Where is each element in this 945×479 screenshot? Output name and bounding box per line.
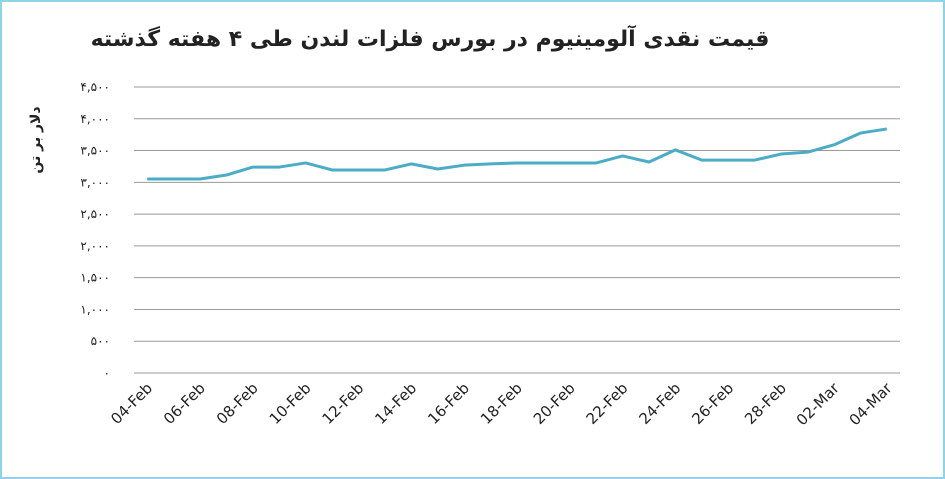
y-tick-label: ۲,۵۰۰	[80, 207, 110, 221]
y-tick-label: ۳,۵۰۰	[80, 144, 110, 158]
y-tick-label: ۰	[104, 366, 110, 380]
y-tick-label: ۱,۵۰۰	[80, 271, 110, 285]
chart-title: قیمت نقدی آلومینیوم در بورس فلزات لندن ط…	[91, 24, 770, 52]
y-tick-label: ۴,۵۰۰	[80, 80, 110, 94]
y-tick-label: ۳,۰۰۰	[80, 175, 110, 189]
y-tick-label: ۱,۰۰۰	[80, 302, 110, 316]
y-axis-title: دلار بر تن	[28, 106, 44, 173]
y-tick-label: ۲,۰۰۰	[80, 239, 110, 253]
y-tick-label: ۵۰۰	[91, 334, 110, 348]
y-tick-label: ۴,۰۰۰	[80, 112, 110, 126]
data-line	[147, 127, 888, 181]
